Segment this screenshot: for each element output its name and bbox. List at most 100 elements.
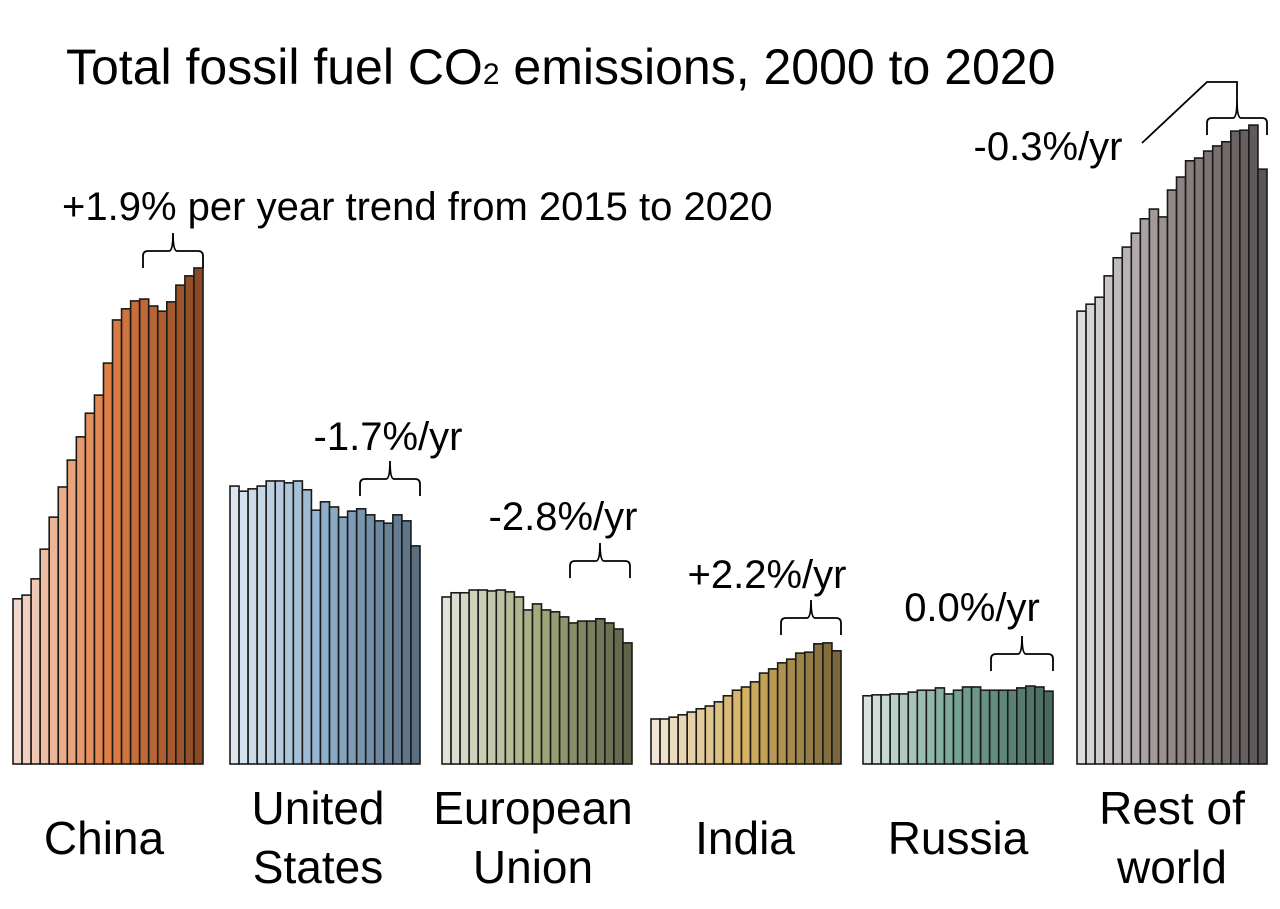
- bar: [1257, 168, 1268, 765]
- bar: [889, 693, 900, 765]
- bar-groups: China +1.9% per year trend from 2015 to 2…: [12, 81, 1268, 893]
- bar: [1184, 160, 1196, 765]
- bar: [776, 662, 788, 765]
- bar: [604, 622, 615, 765]
- category-label: Russia: [888, 812, 1029, 864]
- bar: [120, 308, 132, 765]
- bar: [713, 701, 725, 765]
- bar: [301, 488, 313, 765]
- trend-brace: [780, 599, 842, 635]
- bar: [355, 507, 367, 765]
- bar: [364, 514, 376, 765]
- bar: [794, 652, 806, 765]
- category-label: European: [433, 782, 633, 834]
- bar: [1121, 246, 1133, 765]
- bar: [39, 548, 50, 765]
- bar: [934, 687, 946, 765]
- bar: [111, 319, 123, 765]
- bar: [668, 716, 679, 765]
- category-label: States: [253, 841, 383, 893]
- bar: [576, 620, 588, 765]
- bar: [1175, 176, 1187, 765]
- bar: [175, 284, 186, 765]
- bar: [1085, 303, 1096, 765]
- bar: [686, 711, 698, 765]
- trend-brace: [142, 232, 204, 268]
- bar: [57, 486, 69, 765]
- bar: [862, 694, 873, 765]
- trend-brace: [359, 460, 421, 496]
- bar: [1006, 689, 1018, 765]
- bar: [758, 672, 770, 765]
- bar-group-rest-of-world: Rest of world -0.3%/yr: [974, 81, 1268, 893]
- bar: [831, 649, 842, 765]
- bar: [722, 694, 734, 765]
- trend-annotation: -2.8%/yr: [489, 495, 638, 539]
- bar: [804, 651, 815, 765]
- bar: [1112, 256, 1124, 765]
- bar: [468, 589, 479, 765]
- bar: [522, 609, 534, 765]
- bar: [1103, 275, 1114, 765]
- bar: [274, 480, 286, 765]
- bar: [979, 689, 991, 765]
- bar: [1157, 216, 1169, 765]
- bar: [650, 718, 661, 765]
- bar: [84, 412, 96, 765]
- bar: [880, 694, 891, 765]
- bar-group-european-union: European Union -2.8%/yr: [433, 495, 637, 893]
- bar: [822, 642, 833, 765]
- bar: [659, 718, 670, 765]
- bar: [1220, 140, 1232, 765]
- bar: [450, 591, 461, 765]
- bar: [907, 691, 919, 765]
- bar: [1043, 690, 1054, 765]
- bar: [486, 590, 498, 765]
- bar: [93, 394, 105, 765]
- bar: [1211, 145, 1223, 765]
- bar: [392, 514, 403, 765]
- bar: [283, 482, 295, 765]
- bar: [1094, 296, 1105, 765]
- bar: [247, 488, 258, 765]
- bar: [337, 516, 349, 765]
- bar: [531, 603, 543, 765]
- bar: [459, 591, 470, 765]
- bar: [997, 689, 1009, 765]
- bar: [373, 520, 385, 765]
- bar: [147, 305, 159, 765]
- bar: [410, 545, 421, 765]
- category-label: Union: [473, 841, 593, 893]
- title-subscript: 2: [483, 58, 500, 91]
- bar: [1016, 687, 1027, 765]
- category-label: world: [1116, 841, 1227, 893]
- bar: [961, 686, 973, 765]
- bar: [916, 689, 928, 765]
- category-label: Rest of: [1099, 782, 1245, 834]
- bar: [441, 596, 452, 765]
- bar: [871, 694, 882, 765]
- bar: [238, 490, 249, 765]
- trend-annotation: +2.2%/yr: [688, 553, 847, 597]
- bar: [328, 506, 340, 765]
- bar: [731, 689, 743, 765]
- bar: [1148, 208, 1160, 765]
- bar: [477, 589, 489, 765]
- trend-brace: [569, 542, 631, 578]
- title-part-1: Total fossil fuel CO: [66, 39, 483, 95]
- bar: [166, 301, 177, 765]
- category-label: China: [44, 812, 165, 864]
- category-label: United: [252, 782, 385, 834]
- bar: [567, 622, 579, 765]
- bar: [504, 591, 516, 765]
- bar: [767, 668, 779, 765]
- bar: [1193, 157, 1205, 765]
- bar: [943, 693, 955, 765]
- bar-group-india: India +2.2%/yr: [650, 553, 847, 864]
- trend-brace: [990, 635, 1054, 671]
- bar: [513, 596, 525, 765]
- bar: [292, 480, 304, 765]
- bar-group-united-states: United States -1.7%/yr: [229, 415, 462, 893]
- title-part-2: emissions, 2000 to 2020: [500, 39, 1056, 95]
- bar: [677, 714, 688, 765]
